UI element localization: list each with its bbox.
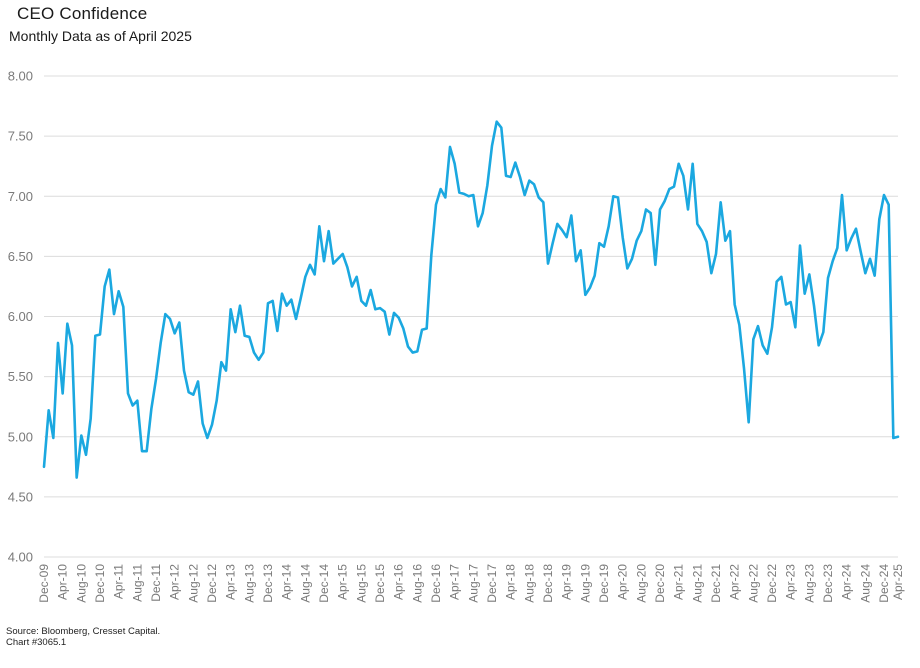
- x-tick-label: Dec-17: [485, 564, 499, 603]
- x-tick-label: Apr-21: [672, 564, 686, 600]
- x-tick-label: Dec-24: [877, 564, 891, 603]
- x-tick-label: Apr-18: [504, 564, 518, 600]
- x-tick-label: Aug-22: [746, 564, 760, 603]
- y-tick-label: 7.50: [8, 129, 33, 144]
- x-tick-label: Apr-25: [891, 564, 905, 600]
- x-tick-label: Apr-20: [616, 564, 630, 600]
- x-tick-label: Apr-24: [840, 564, 854, 600]
- y-tick-label: 4.00: [8, 550, 33, 565]
- y-tick-label: 6.50: [8, 249, 33, 264]
- x-tick-label: Dec-20: [653, 564, 667, 603]
- y-tick-label: 4.50: [8, 489, 33, 504]
- chart-id: Chart #3065.1: [6, 637, 67, 648]
- x-tick-label: Dec-21: [709, 564, 723, 603]
- x-tick-label: Aug-17: [466, 564, 480, 603]
- y-tick-label: 6.00: [8, 309, 33, 324]
- source-text: Source: Bloomberg, Cresset Capital.: [6, 626, 161, 637]
- x-tick-label: Dec-15: [373, 564, 387, 603]
- x-tick-label: Apr-23: [784, 564, 798, 600]
- x-axis-tick-labels: Dec-09 Apr-10 Aug-10 Dec-10 Apr-11 Aug-11 Dec-…: [37, 564, 905, 603]
- x-tick-label: Dec-12: [205, 564, 219, 603]
- source-note: Source: Bloomberg, Cresset Capital. Char…: [6, 626, 160, 648]
- x-tick-label: Aug-21: [690, 564, 704, 603]
- chart-subtitle: Monthly Data as of April 2025: [9, 28, 192, 44]
- x-tick-label: Apr-15: [336, 564, 350, 600]
- x-tick-label: Aug-19: [578, 564, 592, 603]
- gridlines: [44, 75, 898, 558]
- x-tick-label: Aug-20: [634, 564, 648, 603]
- x-tick-label: Dec-22: [765, 564, 779, 603]
- y-tick-label: 7.00: [8, 189, 33, 204]
- x-tick-label: Apr-10: [56, 564, 70, 600]
- x-tick-label: Dec-10: [93, 564, 107, 603]
- x-tick-label: Apr-17: [448, 564, 462, 600]
- x-tick-label: Aug-11: [130, 564, 144, 602]
- x-tick-label: Dec-19: [597, 564, 611, 603]
- y-tick-label: 8.00: [8, 69, 33, 84]
- x-tick-label: Apr-16: [392, 564, 406, 600]
- x-tick-label: Aug-16: [410, 564, 424, 603]
- x-tick-label: Dec-18: [541, 564, 555, 603]
- y-tick-label: 5.00: [8, 429, 33, 444]
- y-tick-label: 5.50: [8, 369, 33, 384]
- x-tick-label: Apr-11: [112, 564, 126, 599]
- x-tick-label: Dec-14: [317, 564, 331, 603]
- y-axis-tick-labels: 4.00 4.50 5.00 5.50 6.00 6.50 7.00 7.50 8.00: [8, 69, 33, 565]
- x-tick-label: Apr-19: [560, 564, 574, 600]
- x-tick-label: Aug-15: [354, 564, 368, 603]
- series-layer: [42, 120, 900, 479]
- x-tick-label: Aug-10: [74, 564, 88, 603]
- x-tick-label: Aug-14: [298, 564, 312, 603]
- x-tick-label: Dec-16: [429, 564, 443, 603]
- x-tick-label: Aug-23: [802, 564, 816, 603]
- x-tick-label: Dec-13: [261, 564, 275, 603]
- x-tick-label: Aug-13: [242, 564, 256, 603]
- x-tick-label: Aug-24: [858, 564, 872, 603]
- x-tick-label: Aug-18: [522, 564, 536, 603]
- x-tick-label: Apr-22: [728, 564, 742, 600]
- x-tick-label: Apr-13: [224, 564, 238, 600]
- x-tick-label: Dec-09: [37, 564, 51, 603]
- ceo-confidence-line: [42, 120, 900, 479]
- x-tick-label: Dec-11: [149, 564, 163, 602]
- chart-title: CEO Confidence: [17, 4, 148, 23]
- x-tick-label: Apr-14: [280, 564, 294, 600]
- x-tick-label: Apr-12: [168, 564, 182, 600]
- x-tick-label: Dec-23: [821, 564, 835, 603]
- x-tick-label: Aug-12: [186, 564, 200, 603]
